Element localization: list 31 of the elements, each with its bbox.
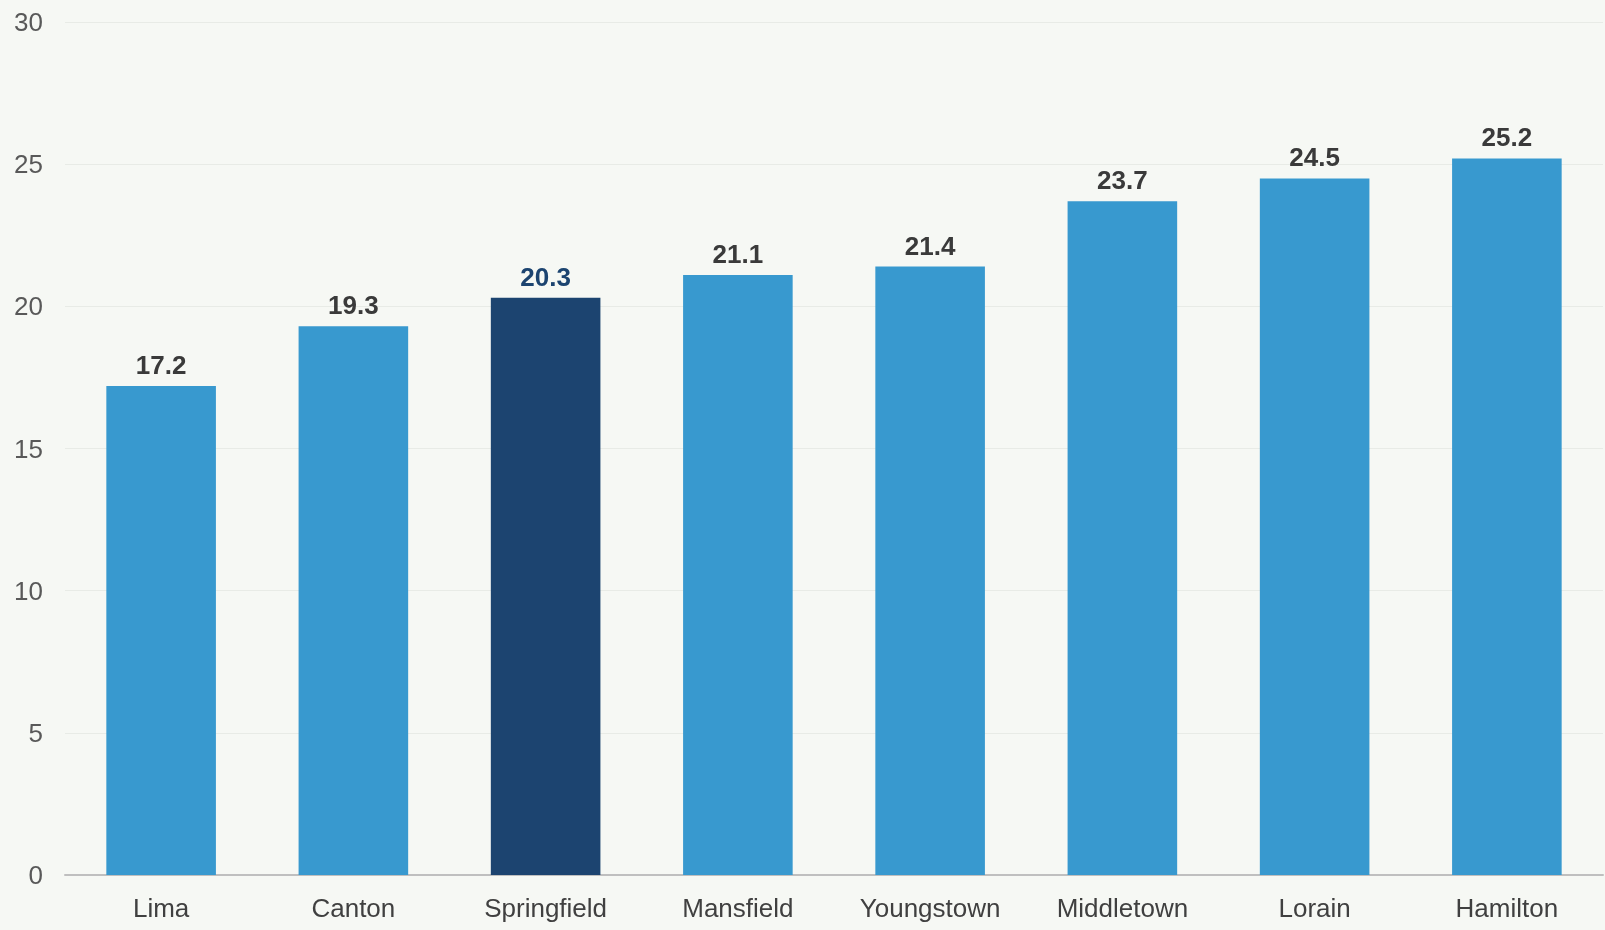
data-label: 17.2 — [135, 349, 187, 380]
bar — [1452, 158, 1562, 875]
bar — [1259, 178, 1370, 875]
data-label: 21.1 — [712, 239, 764, 270]
x-tick-label: Lorain — [1278, 893, 1351, 923]
x-tick-label: Canton — [311, 893, 396, 923]
bar — [298, 326, 409, 875]
y-tick-label: 10 — [14, 575, 43, 606]
x-tick-label: Mansfield — [682, 893, 794, 923]
data-label: 19.3 — [328, 290, 379, 321]
data-label: 20.3 — [520, 261, 571, 292]
data-label: 25.2 — [1481, 122, 1533, 153]
data-label: 21.4 — [904, 230, 956, 261]
x-tick-label: Springfield — [484, 893, 608, 923]
x-tick-label: Youngstown — [859, 893, 1001, 923]
y-tick-label: 0 — [28, 860, 43, 890]
x-tick-label: Hamilton — [1455, 893, 1559, 923]
y-tick-label: 30 — [14, 7, 43, 37]
data-label: 24.5 — [1289, 142, 1340, 173]
x-tick-label: Lima — [132, 893, 190, 923]
y-tick-label: 15 — [14, 433, 43, 464]
bar — [1067, 201, 1178, 875]
y-tick-label: 5 — [28, 717, 43, 748]
bar — [106, 385, 216, 875]
bar — [875, 266, 985, 875]
bar — [683, 275, 793, 875]
x-tick-label: Middletown — [1056, 893, 1189, 923]
data-label: 23.7 — [1097, 165, 1148, 196]
y-tick-label: 20 — [14, 291, 43, 322]
y-tick-label: 25 — [14, 149, 43, 180]
bar — [490, 297, 601, 875]
